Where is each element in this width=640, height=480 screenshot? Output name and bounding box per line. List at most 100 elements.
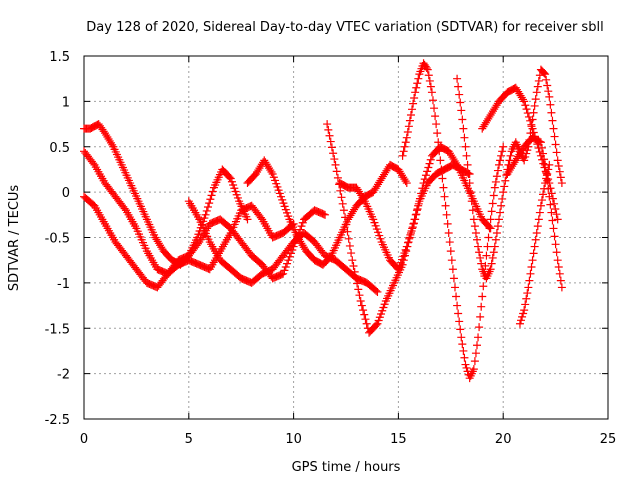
y-tick-label: -2.5 xyxy=(45,413,70,428)
series-track-4 xyxy=(184,197,382,296)
data-point xyxy=(280,266,289,275)
data-point xyxy=(426,82,435,91)
data-point xyxy=(543,81,552,90)
chart-title: Day 128 of 2020, Sidereal Day-to-day VTE… xyxy=(86,20,603,35)
data-point xyxy=(520,156,529,165)
x-tick-label: 15 xyxy=(390,432,407,447)
data-point xyxy=(488,253,497,262)
data-point xyxy=(482,251,491,260)
data-point xyxy=(539,190,548,199)
data-point xyxy=(360,310,369,319)
data-point xyxy=(400,142,409,151)
x-tick-label: 25 xyxy=(600,432,617,447)
data-point xyxy=(547,208,556,217)
x-tick-label: 20 xyxy=(495,432,512,447)
data-point xyxy=(425,76,434,85)
data-point xyxy=(486,215,495,224)
data-point xyxy=(440,192,449,201)
data-point xyxy=(281,262,290,271)
data-point xyxy=(522,294,531,303)
data-point xyxy=(402,179,411,188)
data-point xyxy=(453,301,462,310)
data-point xyxy=(267,168,276,177)
series-track-8 xyxy=(398,59,508,383)
data-point xyxy=(418,184,427,193)
data-point xyxy=(548,194,557,203)
data-point xyxy=(362,319,371,328)
y-tick-label: 1.5 xyxy=(49,50,70,65)
data-point xyxy=(420,175,429,184)
data-point xyxy=(460,133,469,142)
y-tick-label: 1 xyxy=(62,95,70,110)
data-point xyxy=(473,341,481,350)
data-point xyxy=(325,131,334,140)
data-point xyxy=(458,340,467,349)
data-point xyxy=(474,333,483,342)
data-point xyxy=(410,93,419,102)
data-point xyxy=(423,65,432,74)
data-point xyxy=(522,149,531,158)
data-point xyxy=(521,300,530,309)
data-point xyxy=(545,192,554,201)
data-point xyxy=(519,309,528,318)
data-point xyxy=(553,215,562,224)
data-point xyxy=(445,238,454,247)
data-point xyxy=(521,101,530,110)
data-point xyxy=(541,179,550,188)
data-point xyxy=(523,109,532,118)
data-point xyxy=(548,116,557,125)
data-point xyxy=(499,188,508,197)
data-point xyxy=(474,242,483,251)
data-point xyxy=(279,269,288,278)
data-point xyxy=(413,79,422,88)
data-point xyxy=(406,230,415,239)
data-point xyxy=(533,222,542,231)
data-point xyxy=(490,183,499,192)
data-point xyxy=(459,346,468,355)
y-tick-label: 0.5 xyxy=(49,141,70,156)
data-point xyxy=(323,120,332,129)
series-track-1 xyxy=(80,147,330,283)
data-point xyxy=(343,227,352,236)
data-point xyxy=(498,194,507,203)
data-point xyxy=(550,199,559,208)
data-point xyxy=(202,206,211,215)
data-point xyxy=(546,100,555,109)
data-point xyxy=(454,309,463,318)
data-point xyxy=(447,256,456,265)
data-point xyxy=(208,187,217,196)
data-point xyxy=(483,242,492,251)
y-tick-label: -1 xyxy=(57,277,70,292)
data-point xyxy=(452,292,461,301)
data-point xyxy=(537,143,546,152)
data-point xyxy=(324,125,333,134)
data-point xyxy=(453,74,462,83)
y-tick-label: -0.5 xyxy=(45,232,70,247)
data-point xyxy=(476,312,485,321)
data-point xyxy=(496,208,505,217)
data-point xyxy=(449,274,458,283)
data-point xyxy=(356,297,365,306)
data-point xyxy=(500,182,509,191)
data-point xyxy=(451,158,460,167)
data-point xyxy=(338,199,347,208)
data-point xyxy=(298,218,307,227)
data-point xyxy=(556,276,565,285)
data-point xyxy=(243,215,252,224)
data-point xyxy=(455,90,464,99)
data-point xyxy=(484,233,493,242)
data-point xyxy=(557,179,566,188)
data-point xyxy=(347,249,356,258)
data-point xyxy=(412,83,421,92)
data-point xyxy=(428,96,437,105)
data-point xyxy=(466,188,475,197)
data-point xyxy=(542,174,551,183)
data-point xyxy=(465,179,474,188)
data-point xyxy=(486,265,495,274)
data-point xyxy=(492,228,501,237)
data-point xyxy=(528,124,537,133)
data-point xyxy=(348,256,357,265)
series-track-11 xyxy=(503,133,566,292)
data-point xyxy=(441,201,450,210)
data-point xyxy=(535,147,544,156)
